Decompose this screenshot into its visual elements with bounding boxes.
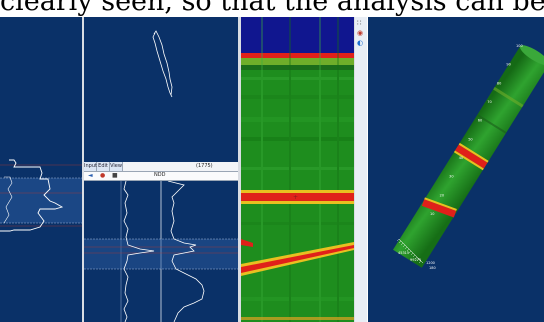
track-title: NDD xyxy=(154,172,166,178)
crossplot-chart xyxy=(152,30,173,98)
axis-label: 1200 xyxy=(426,261,435,265)
tab-input[interactable]: Input xyxy=(84,162,97,171)
axis-label: 180 xyxy=(429,266,436,270)
scale-tick xyxy=(416,258,420,262)
scale-tick xyxy=(408,250,412,254)
panel-divider[interactable] xyxy=(82,17,84,322)
depth-label: 30 xyxy=(449,175,453,179)
scale-tick xyxy=(412,254,416,258)
cursor-icon[interactable]: ◄ xyxy=(88,172,93,179)
borehole-3d-model: 100 90 80 70 60 50 40 30 20 10 45315 99275 1200 1… xyxy=(392,44,544,270)
tab-edit[interactable]: Edit xyxy=(97,162,110,171)
crossplot-panel[interactable] xyxy=(84,17,238,162)
log-curves-panel[interactable]: Input Edit View (1775) ◄ ● ■ NDD xyxy=(84,162,238,322)
axis-label: 99275 xyxy=(410,258,421,262)
grid-icon[interactable]: ∷ xyxy=(357,19,362,27)
scale-tick xyxy=(398,240,402,244)
depth-track-panel[interactable] xyxy=(0,17,82,322)
scale-tick xyxy=(414,256,418,260)
scale-tick xyxy=(418,260,422,264)
borehole-image: + xyxy=(241,17,354,322)
depth-label: 60 xyxy=(478,119,482,123)
scale-tick xyxy=(410,252,414,256)
scale-tick xyxy=(406,248,410,252)
record-icon[interactable]: ● xyxy=(100,172,106,179)
panel-divider[interactable] xyxy=(354,17,355,322)
depth-label: 90 xyxy=(506,63,510,67)
scale-tick xyxy=(402,244,406,248)
log-panel-tabbar: Input Edit View (1775) xyxy=(84,162,238,172)
borehole-3d-view[interactable]: 100 90 80 70 60 50 40 30 20 10 45315 99275 1200 1… xyxy=(368,17,544,322)
depth-label: 80 xyxy=(497,81,501,85)
svg-text:+: + xyxy=(293,194,298,201)
tab-view[interactable]: View xyxy=(110,162,123,171)
depth-label: 10 xyxy=(430,212,434,216)
view-toolbar: ∷ ◉ ◐ xyxy=(355,17,367,322)
scale-tick xyxy=(396,238,400,242)
color-wheel-icon[interactable]: ◐ xyxy=(357,39,364,47)
scale-tick xyxy=(404,246,408,250)
depth-readout: (1775) xyxy=(196,163,213,169)
axis-label: 45315 xyxy=(398,251,409,255)
panel-divider[interactable] xyxy=(238,17,241,322)
borehole-image-panel[interactable]: + xyxy=(241,17,354,322)
depth-label: 40 xyxy=(459,156,463,160)
scale-tick xyxy=(400,242,404,246)
depth-label: 20 xyxy=(440,193,444,197)
depth-track-plot xyxy=(0,159,82,232)
log-panel-toolbar: ◄ ● ■ NDD xyxy=(84,172,238,181)
log-curves-chart xyxy=(84,181,238,322)
document-caption: clearly seen, so that the analysis can b… xyxy=(0,0,544,17)
color-palette-icon[interactable]: ◉ xyxy=(357,29,364,37)
depth-label: 100 xyxy=(516,44,523,48)
stop-icon[interactable]: ■ xyxy=(112,172,118,179)
depth-label: 70 xyxy=(487,100,491,104)
depth-label: 50 xyxy=(468,137,472,141)
